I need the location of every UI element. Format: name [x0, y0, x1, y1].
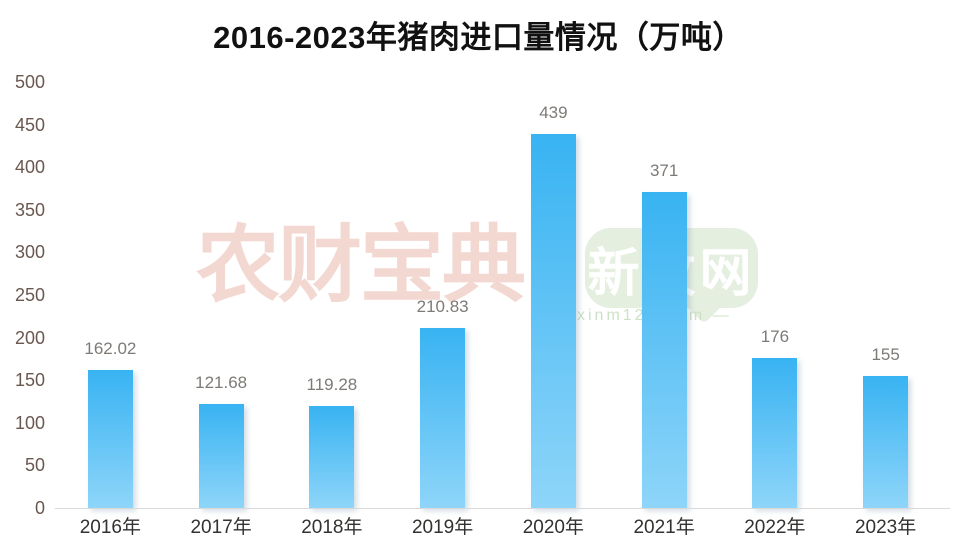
- y-axis-tick-label: 100: [14, 412, 45, 433]
- bar-value-label: 439: [539, 102, 568, 122]
- y-axis-tick-label: 250: [14, 285, 45, 305]
- chart-title: 2016-2023年猪肉进口量情况（万吨）: [213, 20, 744, 55]
- bar-2019年: [420, 328, 466, 508]
- y-axis-tick-label: 400: [14, 157, 45, 178]
- x-axis-tick-label: 2017年: [190, 517, 252, 538]
- y-axis-tick-label: 300: [14, 242, 45, 263]
- x-axis-tick-label: 2021年: [633, 517, 695, 538]
- bar-value-label: 371: [649, 160, 679, 180]
- bar-value-label: 162.02: [84, 338, 137, 358]
- y-axis-tick-label: 0: [34, 498, 45, 518]
- x-axis-tick-label: 2022年: [744, 517, 806, 538]
- bar-2018年: [309, 406, 355, 508]
- bar-2016年: [87, 369, 133, 508]
- y-axis-tick-label: 450: [14, 114, 45, 135]
- y-axis-tick-label: 200: [14, 327, 45, 348]
- x-axis-tick-label: 2018年: [301, 517, 363, 538]
- y-axis-tick-label: 50: [24, 455, 45, 476]
- watermark-site-dash: —: [712, 307, 732, 324]
- x-axis-tick-label: 2016年: [79, 517, 142, 538]
- bar-2017年: [198, 404, 244, 508]
- x-axis-tick-label: 2020年: [522, 517, 585, 538]
- bar-2020年: [530, 133, 576, 508]
- bar-2022年: [752, 358, 798, 508]
- y-axis-tick-label: 150: [14, 370, 45, 391]
- bar-value-label: 176: [760, 327, 790, 347]
- bar-value-label: 121.68: [195, 373, 248, 393]
- bar-2023年: [863, 375, 909, 508]
- y-axis-tick-label: 350: [14, 199, 45, 220]
- bar-value-label: 119.28: [306, 375, 358, 395]
- bar-2021年: [641, 191, 687, 508]
- bar-value-label: 210.83: [416, 297, 469, 317]
- watermark-brand-text: 农财宝典: [196, 218, 526, 312]
- x-axis-tick-label: 2019年: [411, 517, 474, 538]
- x-axis-line: [55, 508, 950, 509]
- x-axis-tick-label: 2023年: [854, 517, 917, 538]
- bar-value-label: 155: [871, 344, 900, 364]
- y-axis-tick-label: 500: [14, 72, 45, 92]
